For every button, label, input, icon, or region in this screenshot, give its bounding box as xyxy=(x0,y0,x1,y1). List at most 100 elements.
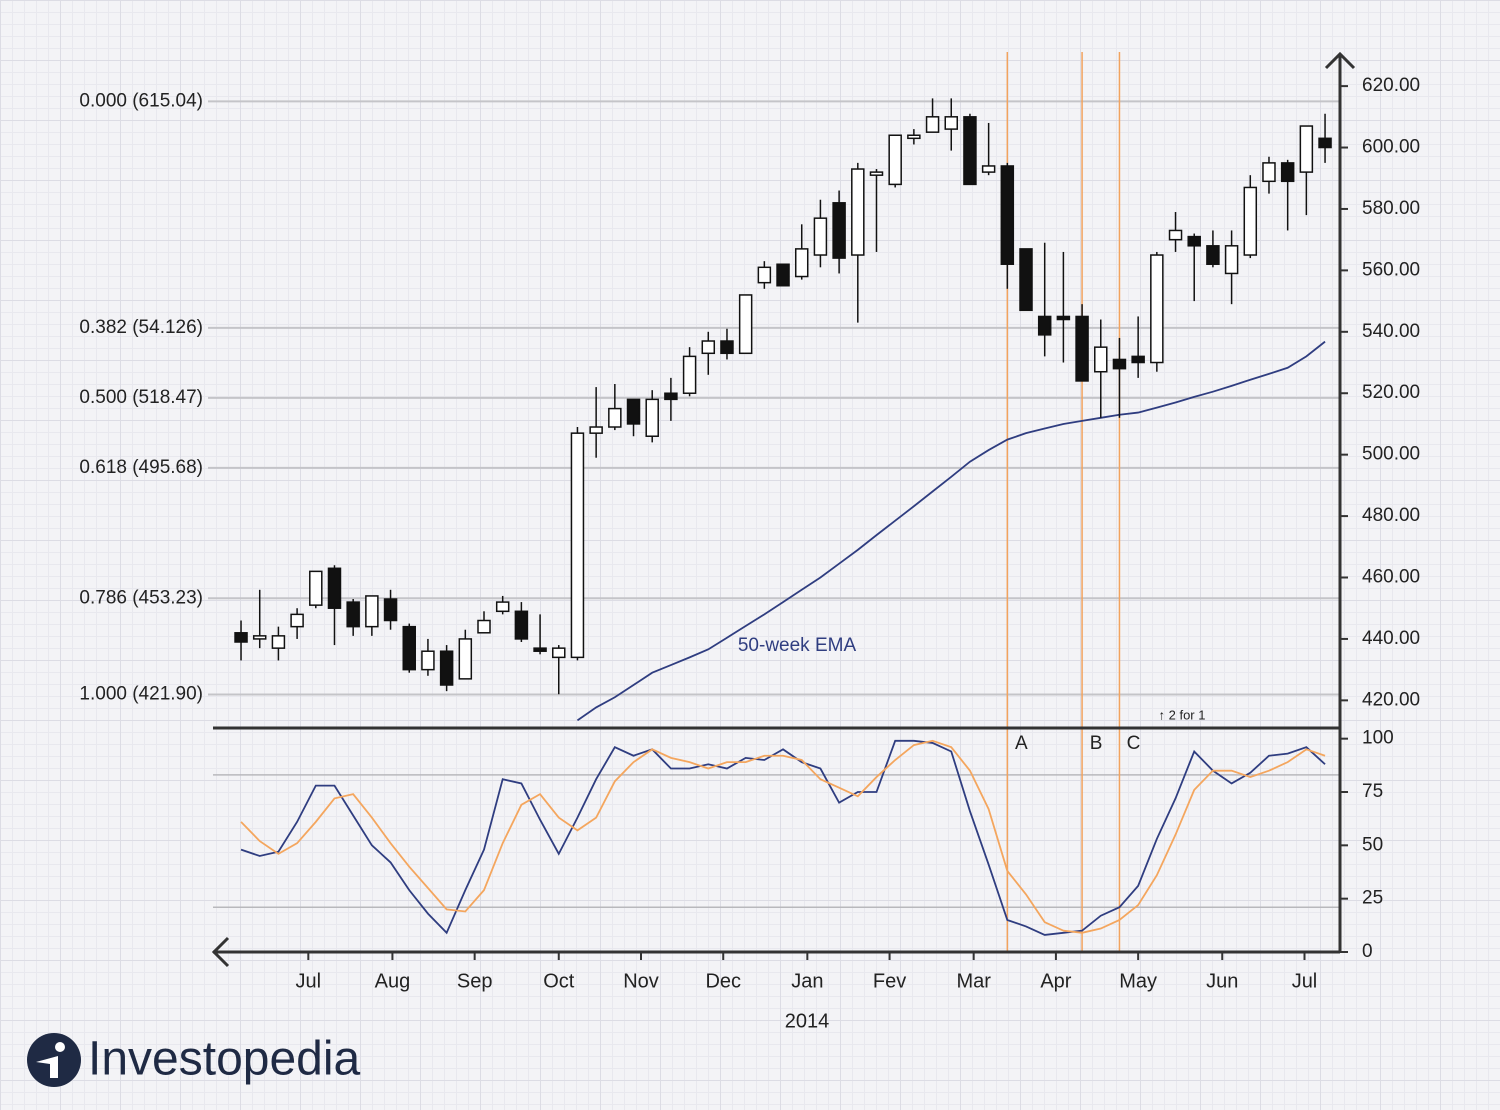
logo-icon-dot xyxy=(55,1042,65,1052)
candle-body xyxy=(1150,254,1164,364)
candle-body xyxy=(365,595,379,628)
candle-body xyxy=(271,635,286,649)
x-tick-label: Nov xyxy=(623,970,659,992)
x-tick-label: Jan xyxy=(791,970,823,992)
line xyxy=(240,739,1326,936)
candle-body xyxy=(813,217,828,256)
marker-label: C xyxy=(1127,733,1141,754)
candle-body xyxy=(439,650,454,686)
x-tick-label: Dec xyxy=(705,970,741,992)
candle-body xyxy=(346,601,360,628)
candle-body xyxy=(851,168,865,256)
candle-body xyxy=(421,650,435,671)
x-axis-label: 2014 xyxy=(785,1010,830,1032)
candle-body xyxy=(1094,346,1108,373)
candle-body xyxy=(1318,137,1332,149)
candle-body xyxy=(738,294,753,355)
candle-body xyxy=(794,248,809,278)
candle-body xyxy=(1112,358,1127,370)
line xyxy=(576,340,1326,722)
fib-label: 0.382 (54.126) xyxy=(79,317,203,338)
y2-tick-label: 100 xyxy=(1362,728,1394,749)
y2-tick-label: 25 xyxy=(1362,888,1383,909)
fib-label: 0.000 (615.04) xyxy=(79,90,203,111)
x-tick-label: Sep xyxy=(457,970,493,992)
candle-body xyxy=(290,613,304,628)
candle-body xyxy=(1056,315,1071,321)
candle-body xyxy=(944,116,959,130)
candle-body xyxy=(234,632,248,643)
candle-body xyxy=(720,340,734,355)
y2-tick-label: 75 xyxy=(1362,781,1383,802)
candle-body xyxy=(552,647,566,659)
x-tick-label: May xyxy=(1119,970,1157,992)
candle-body xyxy=(1168,229,1183,241)
candle-body xyxy=(701,340,716,355)
x-tick-label: Fev xyxy=(873,970,906,992)
y-tick-label: 420.00 xyxy=(1362,689,1420,710)
candle-body xyxy=(458,638,473,680)
y-tick-label: 460.00 xyxy=(1362,567,1420,588)
candle-body xyxy=(1224,245,1239,275)
candle-body xyxy=(626,398,641,425)
y-tick-label: 480.00 xyxy=(1362,505,1420,526)
x-tick-label: Jun xyxy=(1206,970,1238,992)
candle-body xyxy=(664,392,678,401)
y-tick-label: 600.00 xyxy=(1362,137,1420,158)
x-tick-label: Mar xyxy=(956,970,991,992)
y-tick-label: 620.00 xyxy=(1362,75,1420,96)
fib-label: 0.618 (495.68) xyxy=(79,457,203,478)
candle-body xyxy=(869,171,884,176)
candle-body xyxy=(832,202,846,259)
candle-body xyxy=(1206,245,1220,265)
fib-label: 1.000 (421.90) xyxy=(79,684,203,705)
axis-arrow xyxy=(1324,51,1356,70)
candle-body xyxy=(1131,355,1145,364)
candle-body xyxy=(907,134,921,140)
y-tick-label: 520.00 xyxy=(1362,382,1420,403)
x-tick-label: Oct xyxy=(543,970,575,992)
candle-body xyxy=(757,266,772,284)
candle-body xyxy=(309,570,323,606)
line xyxy=(240,739,1326,934)
candle-body xyxy=(1019,248,1033,312)
candle-body xyxy=(981,165,996,173)
y-tick-label: 440.00 xyxy=(1362,628,1420,649)
candle-body xyxy=(963,116,977,186)
candle-body xyxy=(645,398,659,437)
logo-icon-stem xyxy=(36,1056,58,1078)
x-tick-label: Aug xyxy=(375,970,411,992)
candle-body xyxy=(608,407,622,428)
y2-tick-label: 0 xyxy=(1362,941,1373,962)
candle-body xyxy=(402,625,416,671)
x-tick-label: Apr xyxy=(1040,970,1071,992)
candle-body xyxy=(1262,162,1276,183)
y-tick-label: 540.00 xyxy=(1362,321,1420,342)
candle-body xyxy=(495,601,510,613)
candle-body xyxy=(925,116,940,133)
candle-body xyxy=(1000,165,1015,265)
ema-label: 50-week EMA xyxy=(738,635,857,656)
x-tick-label: Jul xyxy=(1292,970,1318,992)
candle-body xyxy=(1280,162,1295,183)
candle-body xyxy=(682,355,697,394)
candle-body xyxy=(1243,186,1258,256)
y-tick-label: 500.00 xyxy=(1362,444,1420,465)
candle-body xyxy=(327,567,342,609)
candle-body xyxy=(383,598,398,622)
candle-body xyxy=(589,426,603,434)
candle-body xyxy=(1299,125,1314,173)
x-tick-label: Jul xyxy=(296,970,322,992)
marker-label: A xyxy=(1015,733,1028,754)
candle-body xyxy=(1037,315,1052,336)
marker-label: B xyxy=(1090,733,1103,754)
candle-body xyxy=(570,432,585,659)
candle-body xyxy=(252,635,267,640)
candle-body xyxy=(1187,235,1201,247)
logo-text: Investopedia xyxy=(88,1033,361,1086)
annotation: ↑ 2 for 1 xyxy=(1159,707,1206,722)
fib-label: 0.500 (518.47) xyxy=(79,387,203,408)
fib-label: 0.786 (453.23) xyxy=(79,587,203,608)
